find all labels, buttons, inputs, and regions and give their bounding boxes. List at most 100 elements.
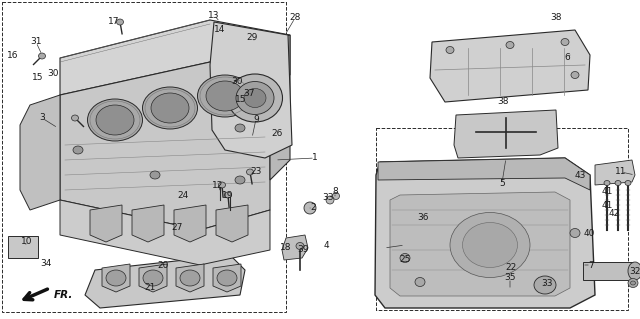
Text: 1: 1: [312, 153, 318, 162]
Text: 42: 42: [609, 209, 620, 218]
Polygon shape: [85, 255, 245, 308]
Ellipse shape: [116, 19, 124, 25]
Polygon shape: [282, 235, 308, 260]
Ellipse shape: [72, 115, 79, 121]
Text: 27: 27: [172, 224, 182, 233]
Bar: [8, 236, 38, 258]
Text: 20: 20: [157, 261, 169, 270]
Ellipse shape: [198, 75, 253, 117]
Polygon shape: [454, 110, 558, 158]
Ellipse shape: [446, 47, 454, 54]
Text: 33: 33: [541, 278, 553, 287]
Polygon shape: [375, 158, 595, 308]
Text: 6: 6: [564, 53, 570, 62]
Ellipse shape: [244, 88, 266, 108]
Ellipse shape: [333, 192, 339, 199]
Text: 39: 39: [297, 246, 308, 255]
Ellipse shape: [88, 99, 143, 141]
Text: 12: 12: [212, 181, 224, 189]
Text: 3: 3: [39, 114, 45, 122]
Ellipse shape: [235, 124, 245, 132]
Polygon shape: [132, 205, 164, 242]
Text: 41: 41: [602, 188, 612, 197]
Text: FR.: FR.: [54, 290, 74, 300]
Text: 22: 22: [506, 263, 516, 272]
Polygon shape: [176, 264, 204, 292]
Polygon shape: [174, 205, 206, 242]
Text: 30: 30: [47, 69, 59, 78]
Text: 2: 2: [310, 204, 316, 212]
Text: 31: 31: [30, 38, 42, 47]
Polygon shape: [378, 158, 590, 190]
Polygon shape: [595, 160, 635, 185]
Text: 33: 33: [323, 192, 333, 202]
Text: 15: 15: [236, 95, 247, 105]
Ellipse shape: [73, 146, 83, 154]
Ellipse shape: [150, 171, 160, 179]
Text: 34: 34: [40, 258, 52, 268]
Text: 14: 14: [214, 26, 226, 34]
Text: 16: 16: [7, 51, 19, 61]
Ellipse shape: [143, 270, 163, 286]
Polygon shape: [210, 35, 290, 180]
Ellipse shape: [415, 278, 425, 286]
Text: 5: 5: [499, 179, 505, 188]
Polygon shape: [60, 20, 290, 95]
Ellipse shape: [400, 254, 410, 263]
Polygon shape: [60, 200, 270, 265]
Text: 26: 26: [271, 129, 283, 137]
Text: 15: 15: [32, 73, 44, 83]
Ellipse shape: [296, 242, 304, 249]
Ellipse shape: [246, 169, 253, 175]
Ellipse shape: [236, 81, 274, 115]
Ellipse shape: [225, 192, 232, 198]
Text: 38: 38: [497, 98, 509, 107]
Text: 40: 40: [583, 228, 595, 238]
Text: 10: 10: [21, 236, 33, 246]
Text: 11: 11: [615, 167, 627, 176]
Ellipse shape: [106, 270, 126, 286]
Ellipse shape: [326, 196, 334, 204]
Text: 37: 37: [243, 88, 255, 98]
Ellipse shape: [227, 74, 282, 122]
Text: 41: 41: [602, 201, 612, 210]
Polygon shape: [213, 264, 241, 292]
Ellipse shape: [628, 278, 638, 287]
Ellipse shape: [38, 53, 45, 59]
Ellipse shape: [218, 182, 225, 188]
Bar: [376, 128, 628, 310]
Text: 4: 4: [323, 241, 329, 249]
Text: 17: 17: [108, 18, 120, 26]
Ellipse shape: [206, 81, 244, 111]
Polygon shape: [90, 205, 122, 242]
Text: 23: 23: [250, 167, 262, 176]
Text: 43: 43: [574, 170, 586, 180]
Ellipse shape: [151, 93, 189, 123]
Ellipse shape: [630, 281, 636, 285]
Ellipse shape: [571, 71, 579, 78]
Text: 28: 28: [289, 13, 301, 23]
Ellipse shape: [450, 212, 530, 278]
Ellipse shape: [180, 270, 200, 286]
Text: 30: 30: [231, 78, 243, 86]
Text: 18: 18: [280, 243, 292, 253]
Ellipse shape: [506, 41, 514, 48]
Text: 36: 36: [417, 213, 429, 222]
Text: 8: 8: [332, 188, 338, 197]
Ellipse shape: [604, 181, 610, 186]
Ellipse shape: [561, 39, 569, 46]
Polygon shape: [20, 95, 60, 210]
Polygon shape: [216, 205, 248, 242]
Ellipse shape: [625, 181, 631, 186]
Polygon shape: [60, 62, 270, 230]
Text: 21: 21: [144, 284, 156, 293]
Ellipse shape: [304, 202, 316, 214]
Polygon shape: [390, 192, 570, 296]
Text: 32: 32: [629, 268, 640, 277]
Polygon shape: [102, 264, 130, 292]
Ellipse shape: [570, 228, 580, 238]
Ellipse shape: [235, 176, 245, 184]
Text: 19: 19: [222, 191, 234, 201]
Text: 7: 7: [588, 261, 594, 270]
Polygon shape: [210, 22, 292, 158]
